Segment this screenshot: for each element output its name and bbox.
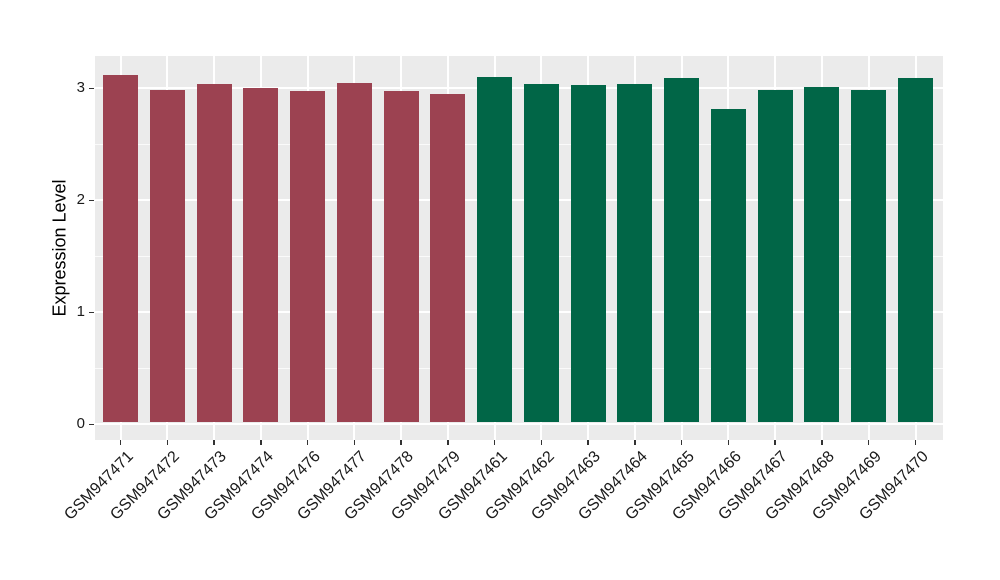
major-gridline	[95, 199, 943, 202]
bar-GSM947471	[103, 75, 138, 423]
x-axis-tick	[119, 440, 122, 445]
y-tick-label: 1	[76, 303, 85, 321]
bar-GSM947468	[804, 87, 840, 423]
bar-GSM947474	[243, 88, 279, 423]
x-axis-tick	[166, 440, 168, 445]
minor-gridline	[95, 255, 943, 257]
minor-gridline	[95, 367, 943, 369]
x-axis-tick	[493, 440, 496, 445]
plot-panel	[95, 56, 943, 440]
bar-GSM947461	[477, 77, 513, 423]
bar-GSM947466	[710, 108, 746, 423]
bar-GSM947469	[851, 89, 887, 423]
x-axis-tick	[727, 440, 730, 445]
major-gridline	[95, 87, 943, 90]
y-tick-label: 3	[76, 79, 85, 97]
bar-GSM947462	[523, 83, 559, 423]
bar-GSM947470	[898, 78, 933, 423]
x-axis-tick	[400, 440, 402, 445]
y-tick-label: 0	[76, 415, 85, 433]
bar-GSM947476	[290, 90, 326, 423]
x-axis-tick	[213, 440, 215, 445]
bar-GSM947473	[196, 83, 232, 423]
minor-gridline	[95, 143, 943, 145]
y-axis-tick	[89, 199, 94, 202]
bar-GSM947477	[336, 82, 372, 423]
x-axis-tick	[353, 440, 356, 445]
major-gridline	[95, 311, 943, 314]
bar-GSM947478	[383, 90, 419, 423]
y-axis-tick	[89, 87, 94, 90]
zero-gridline	[95, 423, 943, 426]
x-axis-tick	[587, 440, 589, 445]
x-axis-tick	[774, 440, 776, 445]
x-axis-tick	[680, 440, 683, 445]
x-axis-tick	[447, 440, 449, 445]
x-axis-tick	[634, 440, 636, 445]
x-axis-tick	[914, 440, 917, 445]
y-tick-label: 2	[76, 191, 85, 209]
bar-GSM947464	[617, 83, 653, 423]
x-axis-tick	[821, 440, 823, 445]
x-axis-tick	[306, 440, 309, 445]
bar-GSM947479	[430, 94, 466, 423]
x-axis-tick	[260, 440, 262, 445]
bar-GSM947465	[664, 78, 700, 423]
x-axis-tick	[540, 440, 543, 445]
y-axis-tick	[89, 423, 94, 426]
bar-GSM947467	[757, 89, 793, 423]
x-axis-tick	[867, 440, 870, 445]
bar-GSM947463	[570, 85, 606, 423]
y-axis-tick	[89, 311, 94, 314]
bar-GSM947472	[149, 89, 185, 423]
